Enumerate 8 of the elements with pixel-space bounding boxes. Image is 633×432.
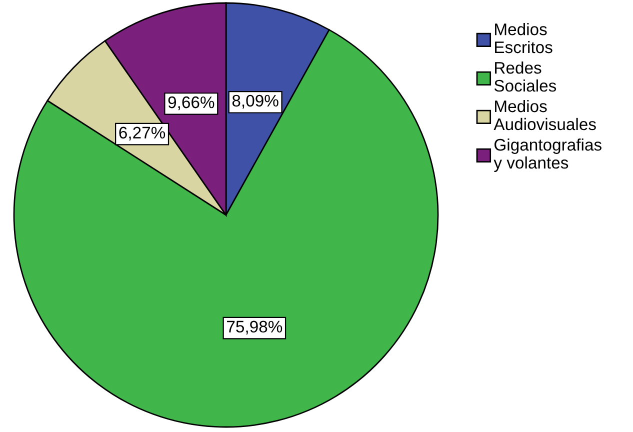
- data-label: 9,66%: [168, 96, 214, 110]
- legend-label: Redes Sociales: [494, 61, 556, 92]
- data-label: 8,09%: [232, 94, 278, 109]
- legend-label: Medios Audiovisuales: [494, 100, 596, 130]
- legend-label: Medios Escritos: [495, 23, 552, 54]
- data-label: 6,27%: [119, 126, 166, 141]
- legend-label: Gigantografias y volantes: [494, 138, 602, 172]
- data-label: 75,98%: [227, 320, 282, 335]
